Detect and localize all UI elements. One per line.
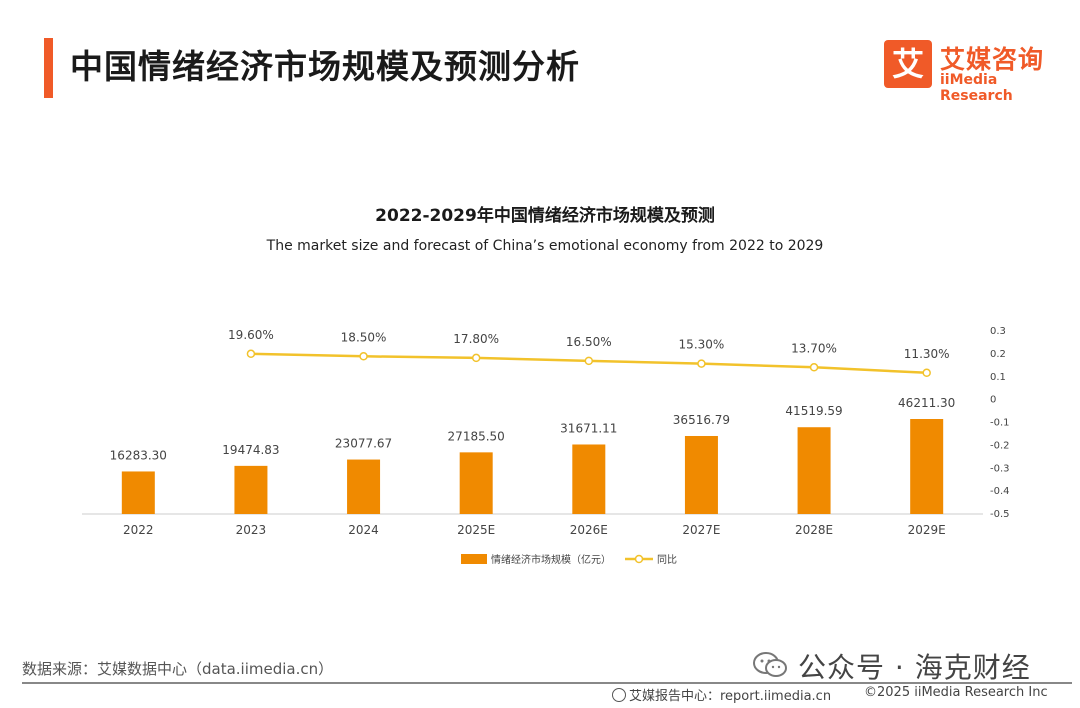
x-tick-2022: 2022 — [123, 523, 154, 537]
bar-label-2022: 16283.30 — [110, 448, 167, 462]
iimedia-logo: 艾 艾媒咨询 iiMedia Research — [884, 40, 1059, 104]
y2-tick: 0.2 — [990, 349, 1006, 360]
yoy-point-2028E — [809, 363, 819, 372]
yoy-point-2023 — [246, 349, 256, 359]
legend-marker-yoy — [634, 554, 644, 564]
yoy-label-2024: 18.50% — [341, 330, 387, 344]
y2-tick: -0.5 — [990, 509, 1010, 520]
y2-tick: -0.1 — [990, 418, 1010, 429]
logo-mark: 艾 — [884, 40, 932, 88]
yoy-label-2029E: 11.30% — [904, 347, 950, 361]
y2-tick: -0.4 — [990, 486, 1010, 497]
yoy-point-2024 — [359, 352, 368, 361]
y2-tick: 0 — [990, 395, 996, 406]
copyright: ©2025 iiMedia Research Inc — [864, 685, 1048, 700]
bar-2027E — [684, 435, 718, 514]
bar-2029E — [910, 419, 944, 514]
yoy-point-2027E — [697, 359, 706, 368]
report-center-icon — [612, 688, 626, 702]
page-title: 中国情绪经济市场规模及预测分析 — [70, 47, 580, 86]
bar-label-2024: 23077.67 — [335, 437, 392, 451]
y2-tick: 0.1 — [990, 372, 1006, 383]
bar-label-2023: 19474.83 — [222, 443, 279, 457]
bar-label-2028E: 41519.59 — [785, 404, 842, 418]
y2-tick: -0.3 — [990, 463, 1010, 474]
x-tick-2028E: 2028E — [795, 523, 833, 537]
yoy-label-2027E: 15.30% — [679, 338, 725, 352]
bar-2022 — [121, 471, 155, 514]
logo-name-en: iiMedia Research — [940, 72, 1013, 104]
bar-label-2025E: 27185.50 — [448, 429, 505, 443]
legend-swatch-market-size — [461, 554, 487, 564]
yoy-label-2025E: 17.80% — [453, 332, 499, 346]
bar-2024 — [347, 459, 381, 514]
watermark-text: 公众号 · 海克财经 — [798, 651, 1031, 684]
y2-tick: 0.3 — [990, 326, 1006, 337]
chart-subtitle: The market size and forecast of China’s … — [266, 238, 824, 254]
bar-2026E — [572, 444, 606, 514]
footer-divider — [22, 682, 1072, 684]
x-tick-2024: 2024 — [348, 523, 379, 537]
title-accent-bar — [44, 38, 53, 98]
x-tick-2029E: 2029E — [908, 523, 946, 537]
x-tick-2027E: 2027E — [682, 523, 720, 537]
data-source: 数据来源：艾媒数据中心（data.iimedia.cn） — [22, 660, 334, 678]
yoy-label-2028E: 13.70% — [791, 341, 837, 355]
market-size-chart: 2022-2029年中国情绪经济市场规模及预测 The market size … — [82, 205, 1010, 566]
bar-label-2026E: 31671.11 — [560, 421, 617, 435]
x-tick-2026E: 2026E — [570, 523, 608, 537]
report-center-text: 艾媒报告中心：report.iimedia.cn — [629, 689, 832, 704]
legend-label-yoy: 同比 — [657, 554, 677, 566]
bar-2023 — [234, 465, 268, 514]
legend-label-market-size: 情绪经济市场规模（亿元） — [491, 553, 611, 566]
logo-name-cn: 艾媒咨询 — [940, 45, 1045, 74]
yoy-point-2025E — [471, 353, 481, 363]
yoy-label-2023: 19.60% — [228, 328, 274, 342]
bar-2028E — [797, 427, 831, 514]
wechat-icon — [753, 652, 787, 677]
x-tick-2025E: 2025E — [457, 523, 495, 537]
chart-title: 2022-2029年中国情绪经济市场规模及预测 — [375, 205, 715, 226]
bar-2025E — [459, 452, 493, 514]
report-center: 艾媒报告中心：report.iimedia.cn — [612, 685, 831, 704]
yoy-point-2029E — [922, 368, 931, 378]
y2-tick: -0.2 — [990, 440, 1010, 451]
yoy-point-2026E — [584, 356, 594, 366]
bar-label-2027E: 36516.79 — [673, 413, 730, 427]
yoy-label-2026E: 16.50% — [566, 335, 612, 349]
x-tick-2023: 2023 — [236, 523, 267, 537]
bar-label-2029E: 46211.30 — [898, 396, 955, 410]
